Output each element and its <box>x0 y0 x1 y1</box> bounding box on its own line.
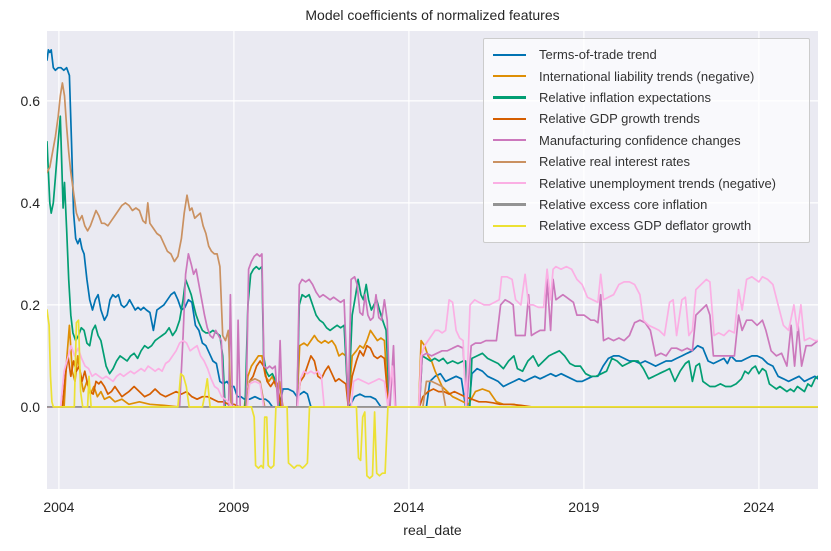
legend-line-swatch <box>493 139 526 142</box>
legend-item: Relative excess GDP deflator growth <box>484 215 809 236</box>
legend-label: Relative inflation expectations <box>539 89 711 105</box>
x-axis-label: real_date <box>403 522 462 538</box>
y-tick-label: 0.4 <box>20 194 40 211</box>
legend-line-swatch <box>493 117 526 120</box>
y-tick-label: 0.6 <box>20 92 40 109</box>
legend-label: Terms-of-trade trend <box>539 47 657 63</box>
legend-label: Relative real interest rates <box>539 154 691 170</box>
legend-label: Relative excess GDP deflator growth <box>539 218 752 234</box>
legend-line-swatch <box>493 74 526 78</box>
legend-line-swatch <box>493 160 526 163</box>
series-line-international-liability-trends-negative <box>47 324 818 408</box>
x-tick-label: 2004 <box>43 499 75 515</box>
series-lines <box>47 49 818 480</box>
legend-label: Relative GDP growth trends <box>539 111 700 127</box>
x-tick-label: 2009 <box>218 499 250 515</box>
legend-line-swatch <box>493 181 526 185</box>
series-line-relative-inflation-expectations <box>47 115 818 408</box>
legend-line-swatch <box>493 203 526 206</box>
legend-label: Relative unemployment trends (negative) <box>539 175 777 191</box>
legend-item: Relative excess core inflation <box>484 194 809 215</box>
series-line-relative-unemployment-trends-negative <box>47 265 818 408</box>
legend: Terms-of-trade trend International liabil… <box>483 38 810 243</box>
legend-label: International liability trends (negative… <box>539 68 755 84</box>
legend-label: Relative excess core inflation <box>539 196 708 212</box>
legend-item: Relative real interest rates <box>484 151 809 172</box>
series-line-relative-excess-gdp-deflator-growth <box>47 309 818 480</box>
y-tick-label: 0.0 <box>20 398 40 415</box>
x-tick-label: 2014 <box>393 499 425 515</box>
series-line-relative-real-interest-rates <box>47 82 818 408</box>
x-tick-label: 2019 <box>568 499 600 515</box>
legend-line-swatch <box>493 96 526 99</box>
legend-item: Manufacturing confidence changes <box>484 130 809 151</box>
chart-title: Model coefficients of normalized feature… <box>305 7 560 23</box>
legend-line-swatch <box>493 53 526 56</box>
x-tick-label: 2024 <box>743 499 775 515</box>
legend-item: International liability trends (negative… <box>484 65 809 86</box>
legend-item: Relative GDP growth trends <box>484 108 809 129</box>
y-tick-label: 0.2 <box>20 296 40 313</box>
legend-item: Terms-of-trade trend <box>484 44 809 65</box>
legend-label: Manufacturing confidence changes <box>539 132 741 148</box>
legend-line-swatch <box>493 224 526 227</box>
legend-item: Relative unemployment trends (negative) <box>484 172 809 193</box>
legend-item: Relative inflation expectations <box>484 87 809 108</box>
